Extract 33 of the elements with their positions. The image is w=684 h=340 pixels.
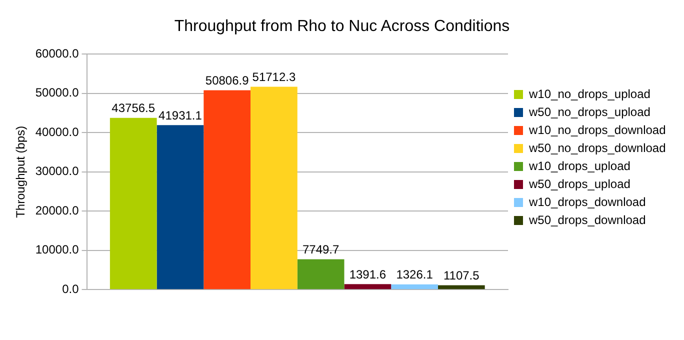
bar xyxy=(156,125,204,290)
bar xyxy=(344,284,392,290)
legend-label: w10_no_drops_upload xyxy=(528,86,650,101)
data-label: 1326.1 xyxy=(396,268,434,282)
y-tick-label: 10000.0 xyxy=(35,242,80,257)
data-label: 43756.5 xyxy=(112,101,156,116)
bar xyxy=(204,90,251,290)
bar xyxy=(250,86,298,290)
bar xyxy=(438,285,485,290)
bar xyxy=(110,118,157,290)
bar xyxy=(297,259,344,290)
legend-label: w50_no_drops_upload xyxy=(528,104,650,119)
legend-label: w50_drops_download xyxy=(528,212,646,227)
legend-label: w50_drops_upload xyxy=(528,176,630,191)
data-label: 51712.3 xyxy=(252,70,296,84)
y-tick-label: 30000.0 xyxy=(35,164,80,178)
chart-title: Throughput from Rho to Nuc Across Conditions xyxy=(174,18,510,36)
data-label: 7749.7 xyxy=(302,242,340,257)
data-label: 1391.6 xyxy=(349,267,386,282)
bar xyxy=(391,284,438,290)
data-label: 50806.9 xyxy=(205,74,250,88)
legend-label: w10_drops_download xyxy=(528,194,646,209)
legend-label: w10_drops_upload xyxy=(528,158,630,173)
y-tick-label: 60000.0 xyxy=(35,46,80,61)
y-tick-label: 40000.0 xyxy=(35,124,80,139)
y-axis-title: Throughput (bps) xyxy=(14,126,28,218)
data-label: 41931.1 xyxy=(158,108,202,122)
y-tick-label: 50000.0 xyxy=(35,86,80,100)
legend-label: w10_no_drops_download xyxy=(528,122,666,137)
legend-label: w50_no_drops_download xyxy=(528,140,666,155)
y-tick-label: 0.0 xyxy=(62,282,80,296)
y-tick-label: 20000.0 xyxy=(35,203,80,218)
data-label: 1107.5 xyxy=(443,268,480,283)
